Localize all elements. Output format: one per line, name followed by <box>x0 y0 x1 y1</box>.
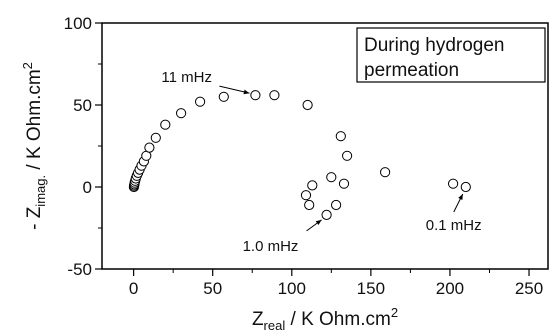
data-point <box>331 199 342 211</box>
annotation-label: 11 mHz <box>161 69 212 86</box>
data-point <box>150 132 161 143</box>
data-point <box>218 91 229 102</box>
data-point <box>460 181 471 193</box>
data-point <box>380 167 391 178</box>
data-series <box>128 90 471 220</box>
data-point <box>335 131 346 142</box>
data-point <box>338 178 350 189</box>
data-point <box>321 209 332 220</box>
y-axis: -50 0 50 100 <box>64 14 102 279</box>
data-point <box>250 90 261 101</box>
data-point <box>307 180 318 191</box>
data-point <box>269 90 280 101</box>
x-axis: 0 50 100 150 200 250 <box>129 269 543 298</box>
x-tick-label: 0 <box>129 279 138 298</box>
annotation-arrowhead <box>458 194 463 200</box>
x-tick-label: 200 <box>436 279 464 298</box>
legend-line-2: permeation <box>364 60 459 81</box>
annotation-label: 1.0 mHz <box>243 238 299 255</box>
y-tick-label: 100 <box>64 14 92 33</box>
x-tick-label: 150 <box>357 279 385 298</box>
x-tick-label: 100 <box>278 279 306 298</box>
data-point <box>342 150 353 161</box>
y-tick-label: 50 <box>73 96 92 115</box>
data-point <box>144 142 155 153</box>
data-point <box>195 96 206 107</box>
y-axis-title: - Zimag. / K Ohm.cm2 <box>20 62 48 230</box>
legend-box: During hydrogen permeation <box>356 27 546 83</box>
legend-line-1: During hydrogen <box>364 35 504 56</box>
data-point <box>160 119 171 130</box>
annotations: 11 mHz 1.0 mHz 0.1 mHz <box>161 69 481 255</box>
x-axis-title: Zreal / K Ohm.cm2 <box>252 305 398 332</box>
y-tick-label: 0 <box>83 178 92 197</box>
annotation-label: 0.1 mHz <box>426 217 482 234</box>
data-point <box>448 178 459 189</box>
data-point <box>302 99 313 111</box>
annotation-arrowhead <box>315 219 322 225</box>
data-point <box>304 199 315 211</box>
x-tick-label: 250 <box>515 279 543 298</box>
data-point <box>300 190 312 201</box>
plot-area: 0 50 100 150 200 250 -50 0 50 100 11 mHz 1.0 mHz 0… <box>64 14 549 298</box>
y-tick-label: -50 <box>67 260 92 279</box>
data-point <box>176 108 187 119</box>
annotation-arrowhead <box>243 89 250 95</box>
x-tick-label: 50 <box>203 279 222 298</box>
data-point <box>326 172 337 183</box>
